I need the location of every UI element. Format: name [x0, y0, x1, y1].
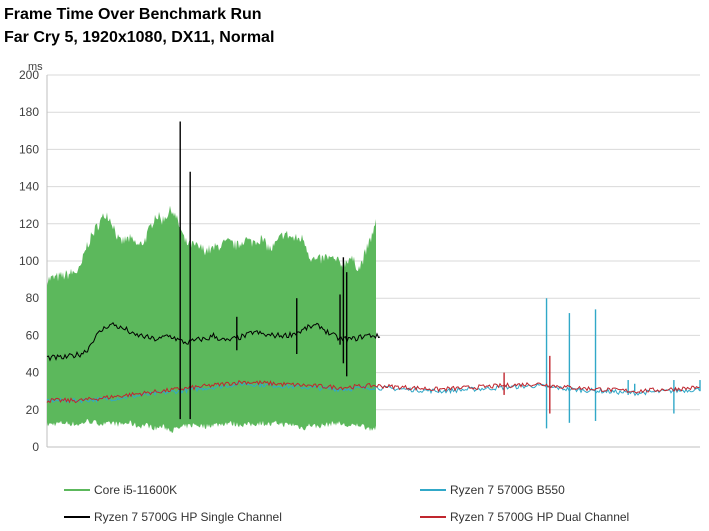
- y-tick-label-0: 0: [32, 440, 39, 454]
- legend-swatch-2: [64, 515, 90, 518]
- legend-label-2: Ryzen 7 5700G HP Single Channel: [94, 510, 282, 524]
- series-ryzen-dual-channel-line: [46, 379, 700, 404]
- chart-title: Frame Time Over Benchmark Run: [4, 6, 262, 23]
- y-tick-label-60: 60: [26, 328, 40, 342]
- y-axis-unit-label: ms: [28, 61, 43, 73]
- legend-label-1: Ryzen 7 5700G B550: [450, 483, 565, 497]
- y-tick-label-200: 200: [19, 68, 39, 82]
- y-tick-label-40: 40: [26, 366, 40, 380]
- y-tick-label-100: 100: [19, 254, 39, 268]
- series-group: [46, 121, 701, 433]
- y-tick-label-80: 80: [26, 291, 40, 305]
- legend-swatch-3: [420, 515, 446, 518]
- legend-item-3: Ryzen 7 5700G HP Dual Channel: [420, 510, 629, 524]
- legend-item-1: Ryzen 7 5700G B550: [420, 483, 565, 497]
- legend-label-3: Ryzen 7 5700G HP Dual Channel: [450, 510, 630, 524]
- chart-subtitle: Far Cry 5, 1920x1080, DX11, Normal: [4, 29, 275, 46]
- y-tick-label-20: 20: [26, 403, 40, 417]
- series-ryzen-single-channel-line: [46, 322, 381, 362]
- y-axis: 0 20 40 60 80 100 120 140 160 180 200: [19, 68, 700, 454]
- legend-item-0: Core i5-11600K: [64, 483, 177, 497]
- y-tick-label-120: 120: [19, 217, 39, 231]
- legend-swatch-1: [420, 488, 446, 491]
- y-tick-label-140: 140: [19, 180, 39, 194]
- legend-item-2: Ryzen 7 5700G HP Single Channel: [64, 510, 282, 524]
- legend-label-0: Core i5-11600K: [94, 483, 178, 497]
- y-tick-label-180: 180: [19, 105, 39, 119]
- legend-swatch-0: [64, 488, 90, 491]
- series-core-i5-11600k-band: [47, 205, 376, 433]
- y-tick-label-160: 160: [19, 142, 39, 156]
